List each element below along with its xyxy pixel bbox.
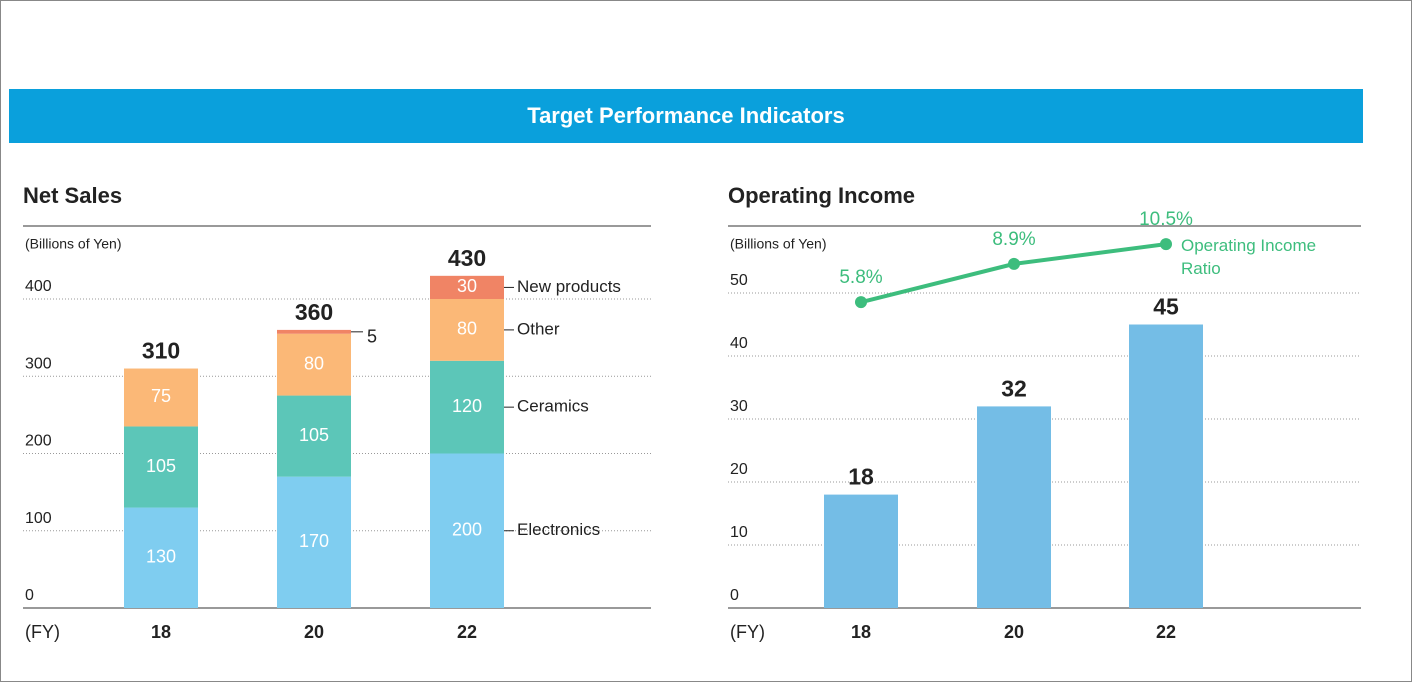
value-label: 10.5%	[1139, 209, 1193, 230]
bar-segment	[277, 395, 351, 477]
total-label: 430	[448, 245, 486, 271]
line-marker	[1008, 257, 1020, 270]
x-tick-label: 22	[457, 622, 477, 642]
bar-segment	[430, 453, 504, 608]
value-label: 80	[304, 353, 324, 373]
value-label: 30	[457, 276, 477, 296]
value-label: 80	[457, 319, 477, 339]
chart-title: Operating Income	[728, 183, 915, 208]
value-label: 200	[452, 520, 482, 540]
value-label: 8.9%	[992, 229, 1035, 250]
y-tick-label: 30	[730, 398, 748, 415]
total-label: 310	[142, 338, 180, 364]
x-tick-label: 18	[851, 622, 871, 642]
bar-segment	[124, 507, 198, 608]
legend-label: New products	[517, 277, 621, 296]
bar	[1129, 324, 1203, 608]
value-label: 5	[367, 327, 377, 347]
bar	[977, 406, 1051, 608]
y-tick-label: 0	[730, 587, 739, 604]
value-label: 170	[299, 531, 329, 551]
y-tick-label: 10	[730, 524, 748, 541]
value-label: 18	[848, 464, 874, 490]
value-label: 130	[146, 547, 176, 567]
x-tick-label: 20	[1004, 622, 1024, 642]
y-tick-label: 100	[25, 510, 52, 527]
legend-label: Operating Income Ratio	[1181, 236, 1317, 278]
bar-segment	[124, 426, 198, 508]
x-tick-label: 22	[1156, 622, 1176, 642]
bar-segment	[277, 476, 351, 608]
bar-segment	[430, 275, 504, 299]
header-band	[9, 89, 1363, 143]
value-label: 120	[452, 396, 482, 416]
legend-label: Electronics	[517, 520, 600, 539]
bar-segment	[430, 299, 504, 361]
bar-segment	[277, 329, 351, 334]
total-label: 360	[295, 299, 333, 325]
y-tick-label: 20	[730, 461, 748, 478]
chart-title: Net Sales	[23, 183, 122, 208]
unit-label: (Billions of Yen)	[730, 236, 827, 252]
value-label: 45	[1153, 294, 1179, 320]
value-label: 105	[146, 456, 176, 476]
header-title: Target Performance Indicators	[527, 103, 844, 128]
y-tick-label: 400	[25, 278, 52, 295]
x-tick-label: 20	[304, 622, 324, 642]
y-tick-label: 0	[25, 587, 34, 604]
unit-label: (Billions of Yen)	[25, 236, 122, 252]
x-tick-label: 18	[151, 622, 171, 642]
line-marker	[1160, 238, 1172, 251]
value-label: 75	[151, 386, 171, 406]
value-label: 32	[1001, 375, 1027, 401]
line-marker	[855, 296, 867, 309]
bar-segment	[277, 333, 351, 396]
bar-segment	[124, 368, 198, 427]
bar	[824, 494, 898, 608]
x-axis-label: (FY)	[730, 622, 765, 642]
y-tick-label: 200	[25, 433, 52, 450]
value-label: 5.8%	[839, 267, 882, 288]
y-tick-label: 40	[730, 335, 748, 352]
y-tick-label: 50	[730, 272, 748, 289]
y-tick-label: 300	[25, 355, 52, 372]
bar-segment	[430, 360, 504, 454]
value-label: 105	[299, 425, 329, 445]
legend-label: Ceramics	[517, 397, 589, 416]
legend-label: Other	[517, 319, 560, 338]
x-axis-label: (FY)	[25, 622, 60, 642]
